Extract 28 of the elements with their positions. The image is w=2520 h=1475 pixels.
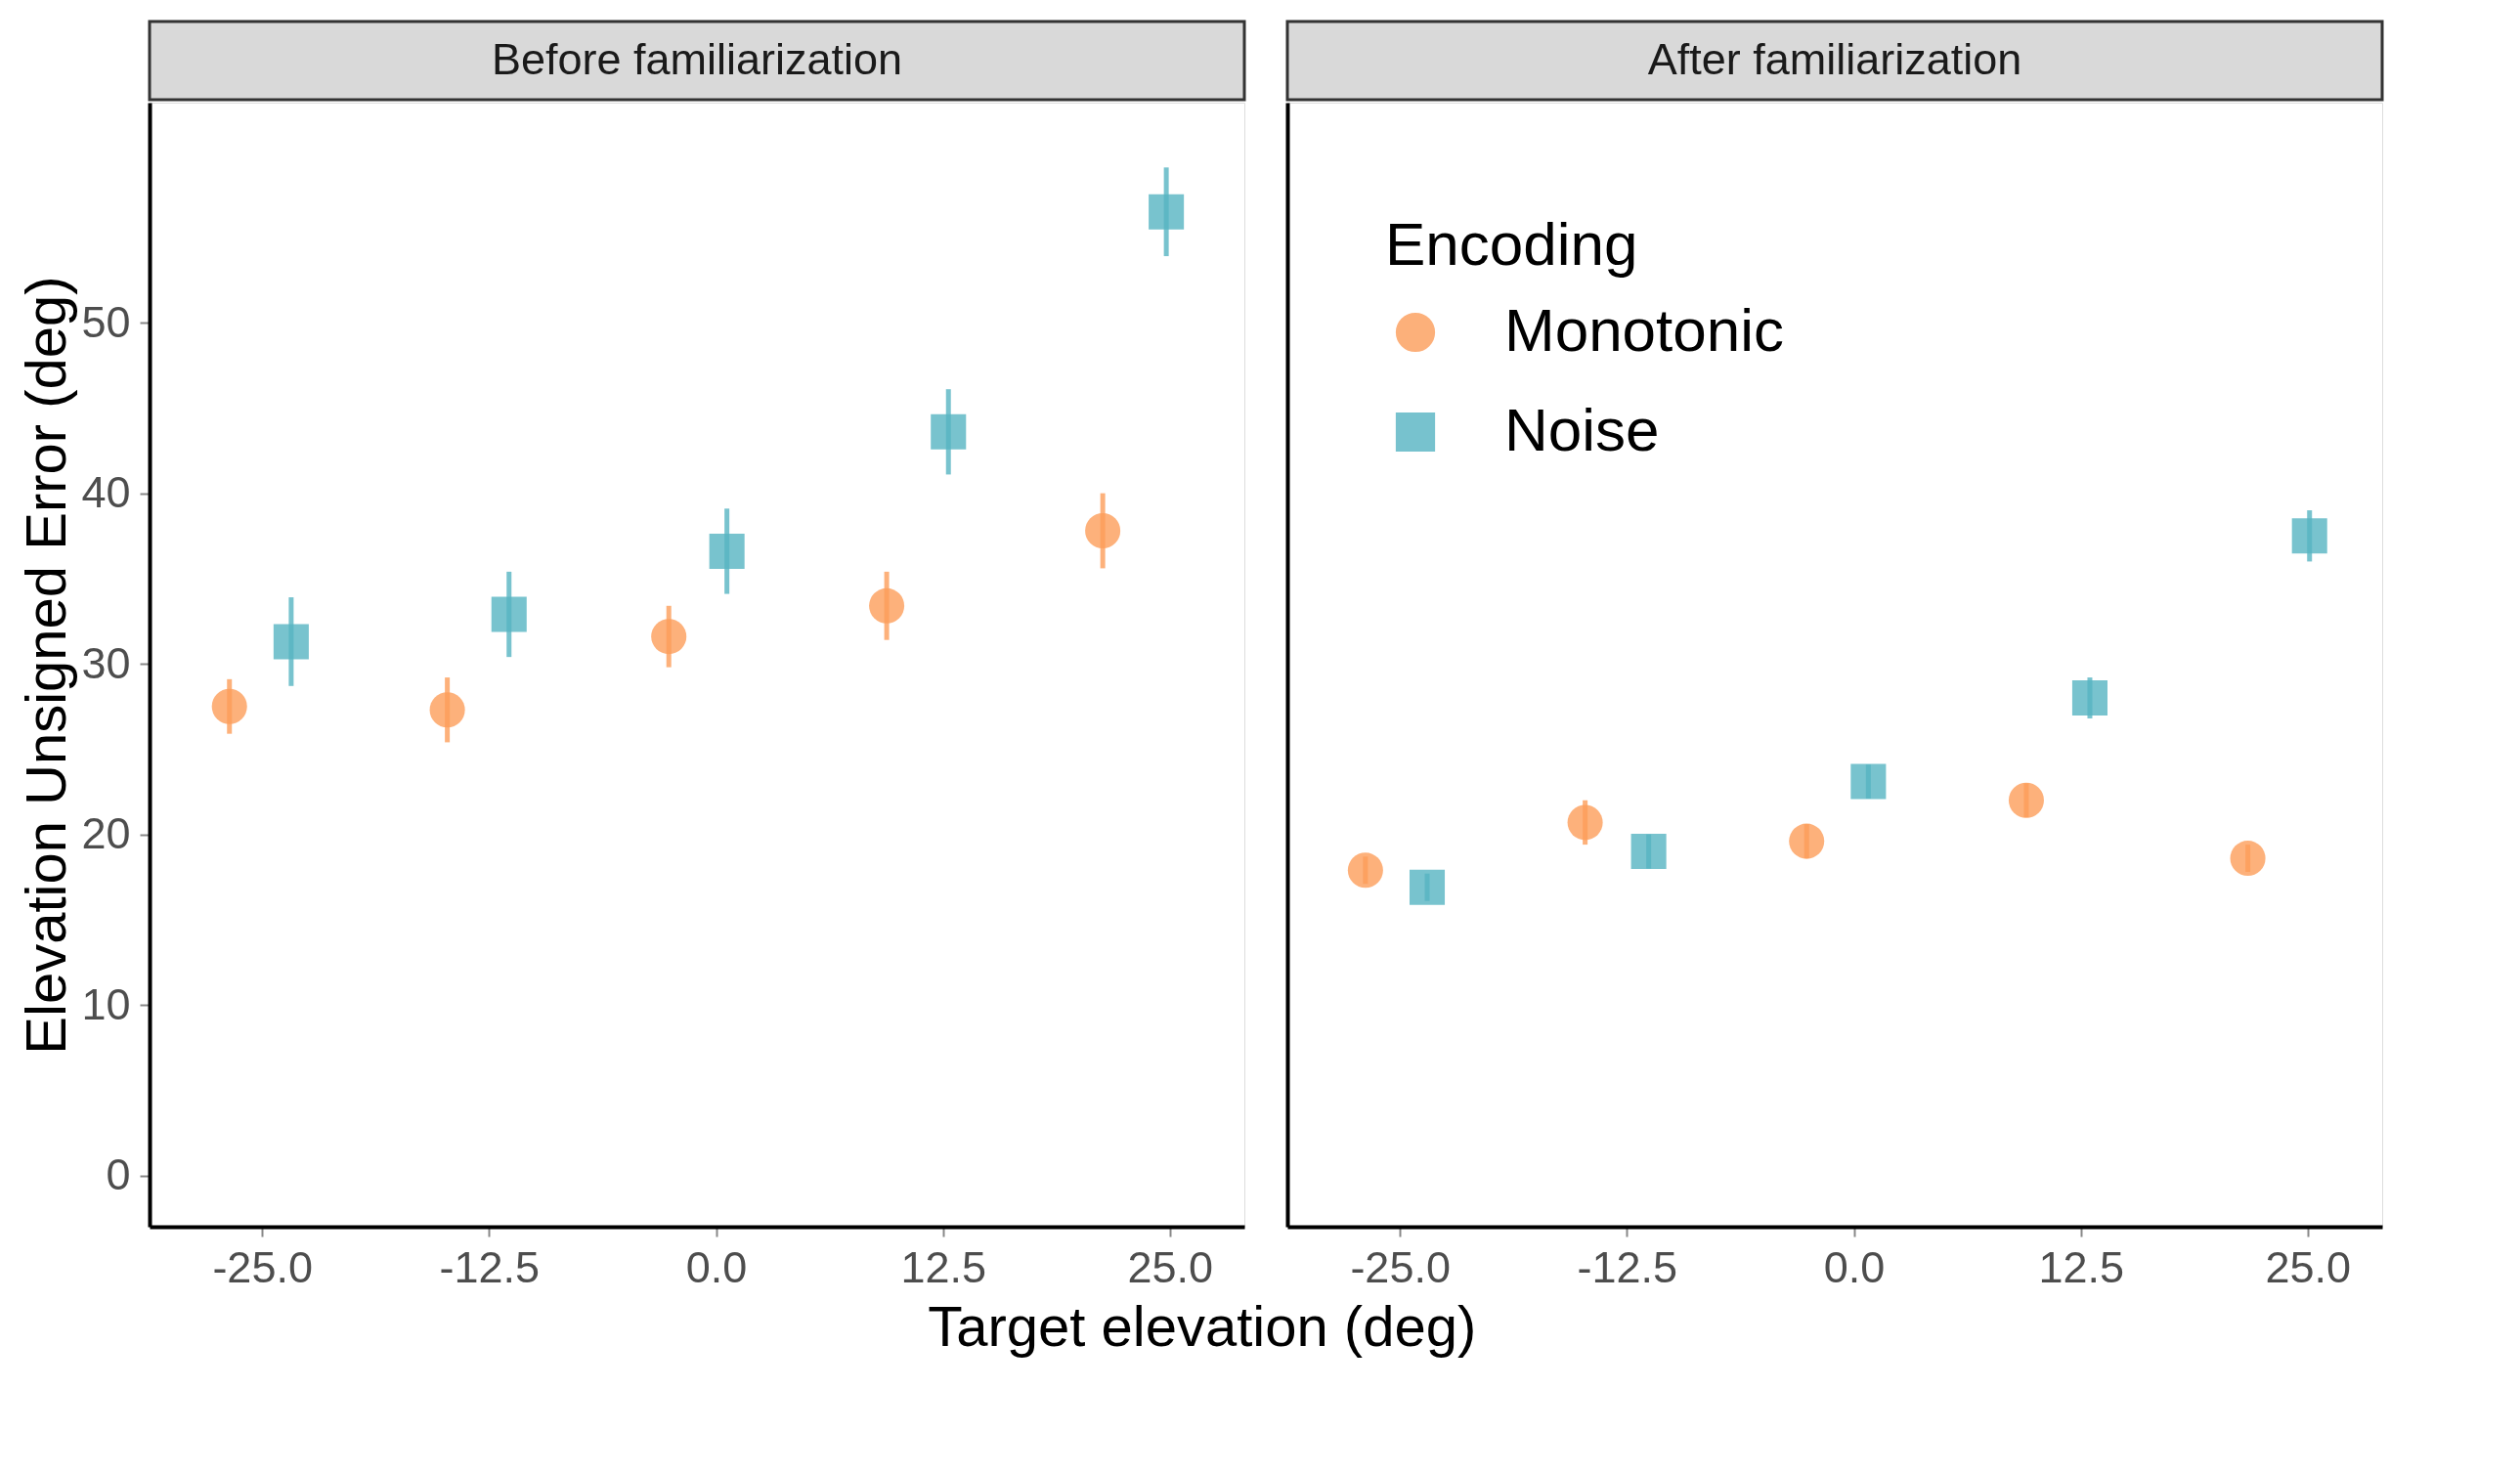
legend-title: Encoding: [1385, 210, 1638, 278]
x-tick-label: -25.0: [212, 1241, 313, 1292]
x-tick-label: -25.0: [1350, 1241, 1451, 1292]
point: [1630, 834, 1667, 870]
y-tick-label: 30: [81, 637, 131, 688]
y-tick-label: 40: [81, 467, 131, 518]
y-tick-label: 0: [106, 1150, 131, 1200]
chart-title: After familiarization: [1647, 34, 2022, 84]
y-tick-label: 20: [81, 808, 131, 859]
x-tick-label: 12.5: [2038, 1241, 2124, 1292]
chart-title: Before familiarization: [491, 34, 903, 84]
y-tick-label: 50: [81, 296, 131, 347]
point: [1347, 852, 1383, 889]
point: [1850, 763, 1887, 800]
legend-label: Noise: [1504, 396, 1660, 463]
x-axis-title: Target elevation (deg): [928, 1293, 1477, 1358]
x-tick-label: 0.0: [1823, 1241, 1886, 1292]
x-tick-label: 25.0: [2265, 1241, 2352, 1292]
y-axis-title: Elevation Unsigned Error (deg): [14, 276, 78, 1055]
x-tick-label: 0.0: [685, 1241, 748, 1292]
x-tick-label: 25.0: [1127, 1241, 1214, 1292]
point: [1409, 869, 1446, 905]
x-tick-label: 12.5: [900, 1241, 986, 1292]
legend-label: Monotonic: [1504, 296, 1785, 364]
point: [2230, 841, 2266, 877]
x-tick-label: -12.5: [1577, 1241, 1678, 1292]
x-tick-label: -12.5: [439, 1241, 541, 1292]
y-tick-label: 10: [81, 978, 131, 1029]
